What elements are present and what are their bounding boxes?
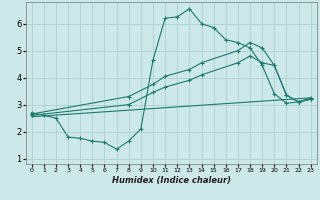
X-axis label: Humidex (Indice chaleur): Humidex (Indice chaleur) <box>112 176 231 185</box>
